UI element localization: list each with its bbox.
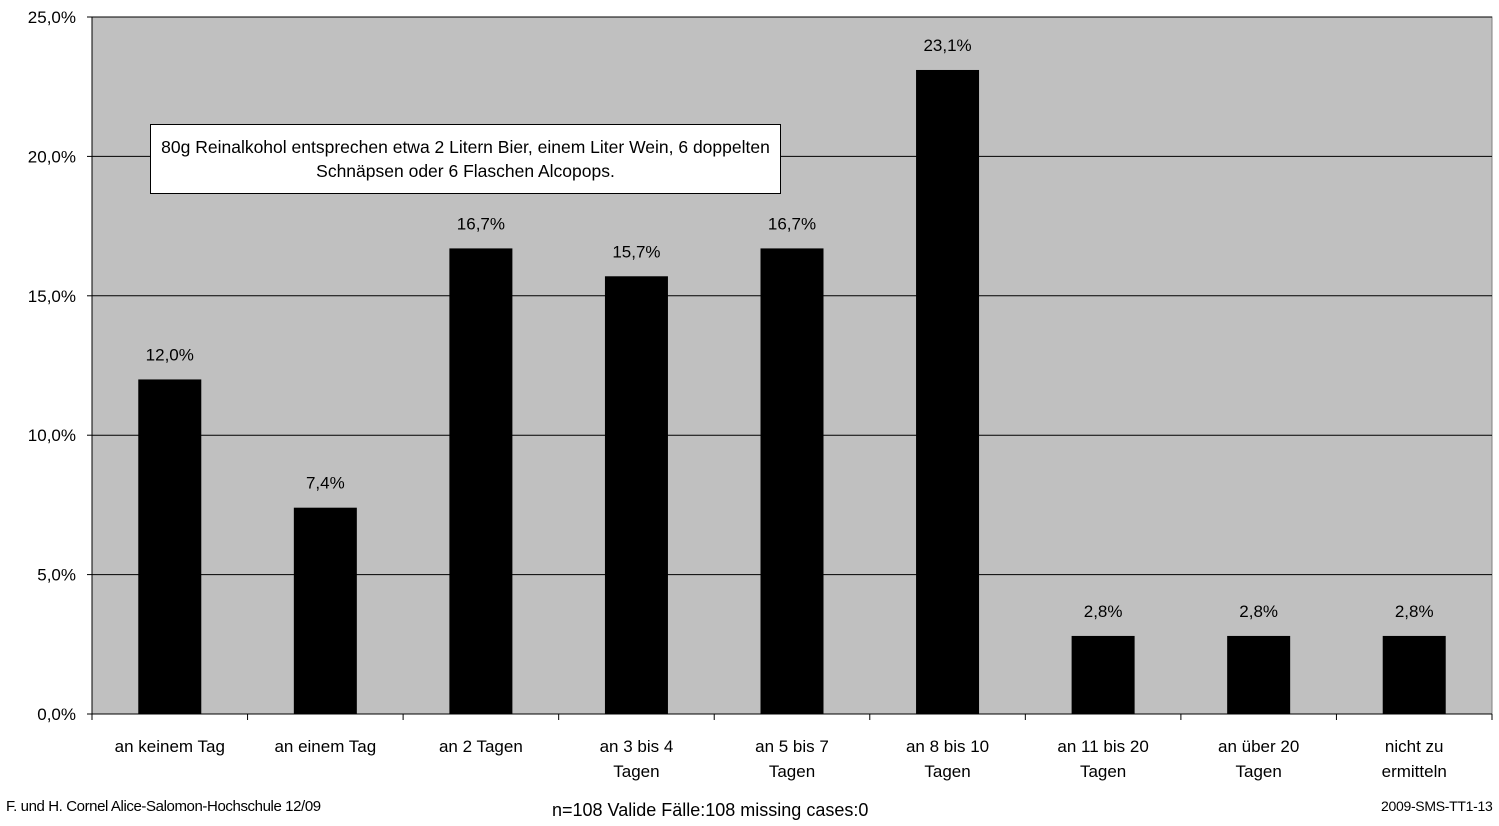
data-label: 2,8% xyxy=(1395,602,1434,621)
category-label: an 11 bis 20 Tagen xyxy=(1057,737,1148,781)
data-label: 2,8% xyxy=(1239,602,1278,621)
data-label: 23,1% xyxy=(923,36,971,55)
data-label: 12,0% xyxy=(146,345,194,364)
y-tick-label: 15,0% xyxy=(28,287,76,306)
bar xyxy=(1071,635,1135,714)
category-label: an 8 bis 10 Tagen xyxy=(906,737,989,781)
category-label: an keinem Tag xyxy=(115,737,225,756)
y-tick-label: 0,0% xyxy=(37,705,76,724)
data-label: 15,7% xyxy=(612,242,660,261)
category-label: an einem Tag xyxy=(274,737,376,756)
bar xyxy=(916,69,980,715)
category-label: nicht zu ermitteln xyxy=(1382,737,1447,781)
y-tick-label: 5,0% xyxy=(37,566,76,585)
data-label: 2,8% xyxy=(1084,602,1123,621)
y-tick-label: 10,0% xyxy=(28,426,76,445)
bar xyxy=(1227,635,1291,714)
bar xyxy=(449,248,513,715)
category-label: an 5 bis 7 Tagen xyxy=(755,737,829,781)
category-label: an über 20 Tagen xyxy=(1218,737,1299,781)
bar xyxy=(138,379,202,714)
y-tick-label: 20,0% xyxy=(28,147,76,166)
bar xyxy=(760,248,824,715)
bar xyxy=(1382,635,1446,714)
category-label: an 3 bis 4 Tagen xyxy=(600,737,674,781)
footer-sample-info: n=108 Valide Fälle:108 missing cases:0 xyxy=(552,800,869,820)
bar xyxy=(604,276,668,714)
bar xyxy=(293,507,357,714)
data-label: 7,4% xyxy=(306,474,345,493)
footer-source: F. und H. Cornel Alice-Salomon-Hochschul… xyxy=(6,798,321,815)
data-label: 16,7% xyxy=(457,214,505,233)
y-tick-label: 25,0% xyxy=(28,8,76,27)
footer-chart-id: 2009-SMS-TT1-13 xyxy=(1381,798,1493,814)
category-label: an 2 Tagen xyxy=(439,737,523,756)
annotation-box: 80g Reinalkohol entsprechen etwa 2 Liter… xyxy=(150,124,781,194)
annotation-text: 80g Reinalkohol entsprechen etwa 2 Liter… xyxy=(161,137,770,181)
data-label: 16,7% xyxy=(768,214,816,233)
